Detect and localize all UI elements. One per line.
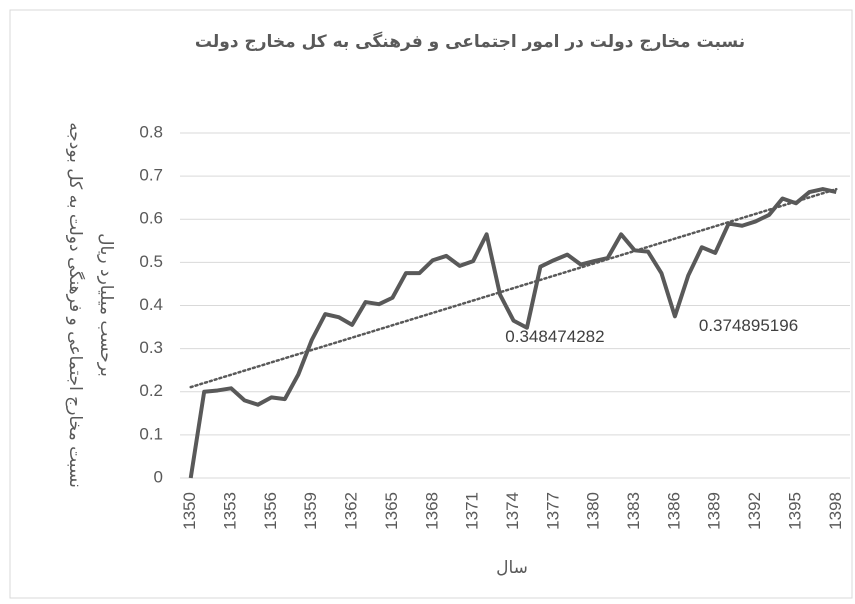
- x-tick-label: 1365: [382, 492, 401, 530]
- x-tick-label: 1395: [785, 492, 804, 530]
- x-tick-label: 1362: [342, 492, 361, 530]
- x-tick-label: 1392: [745, 492, 764, 530]
- y-tick-label: 0.1: [139, 424, 163, 443]
- y-tick-label: 0.8: [139, 122, 163, 141]
- x-tick-label: 1350: [180, 492, 199, 530]
- x-tick-label: 1386: [664, 492, 683, 530]
- y-tick-label: 0.3: [139, 338, 163, 357]
- y-axis-title: برحسب میلیارد ریال: [96, 233, 116, 377]
- x-tick-label: 1353: [221, 492, 240, 530]
- x-tick-label: 1380: [584, 492, 603, 530]
- data-label: 0.348474282: [505, 327, 604, 346]
- data-label: 0.374895196: [699, 316, 798, 335]
- x-tick-label: 1371: [463, 492, 482, 530]
- chart-title: نسبت مخارج دولت در امور اجتماعی و فرهنگی…: [195, 31, 745, 52]
- y-tick-label: 0.6: [139, 209, 163, 228]
- x-tick-label: 1389: [705, 492, 724, 530]
- x-tick-label: 1359: [301, 492, 320, 530]
- x-tick-label: 1356: [261, 492, 280, 530]
- y-tick-label: 0.5: [139, 252, 163, 271]
- x-tick-label: 1383: [624, 492, 643, 530]
- x-axis-title: سال: [496, 558, 528, 578]
- y-tick-label: 0.2: [139, 381, 163, 400]
- y-tick-label: 0: [154, 467, 163, 486]
- x-tick-label: 1368: [422, 492, 441, 530]
- x-tick-label: 1374: [503, 492, 522, 530]
- y-tick-label: 0.4: [139, 295, 163, 314]
- data-line: [188, 187, 837, 479]
- x-tick-label: 1377: [543, 492, 562, 530]
- y-axis-title: نسبت مخارج اجتماعی و فرهنگی دولت به کل ب…: [65, 122, 86, 488]
- y-tick-label: 0.7: [139, 166, 163, 185]
- x-tick-label: 1398: [826, 492, 845, 530]
- chart-frame: [9, 9, 853, 599]
